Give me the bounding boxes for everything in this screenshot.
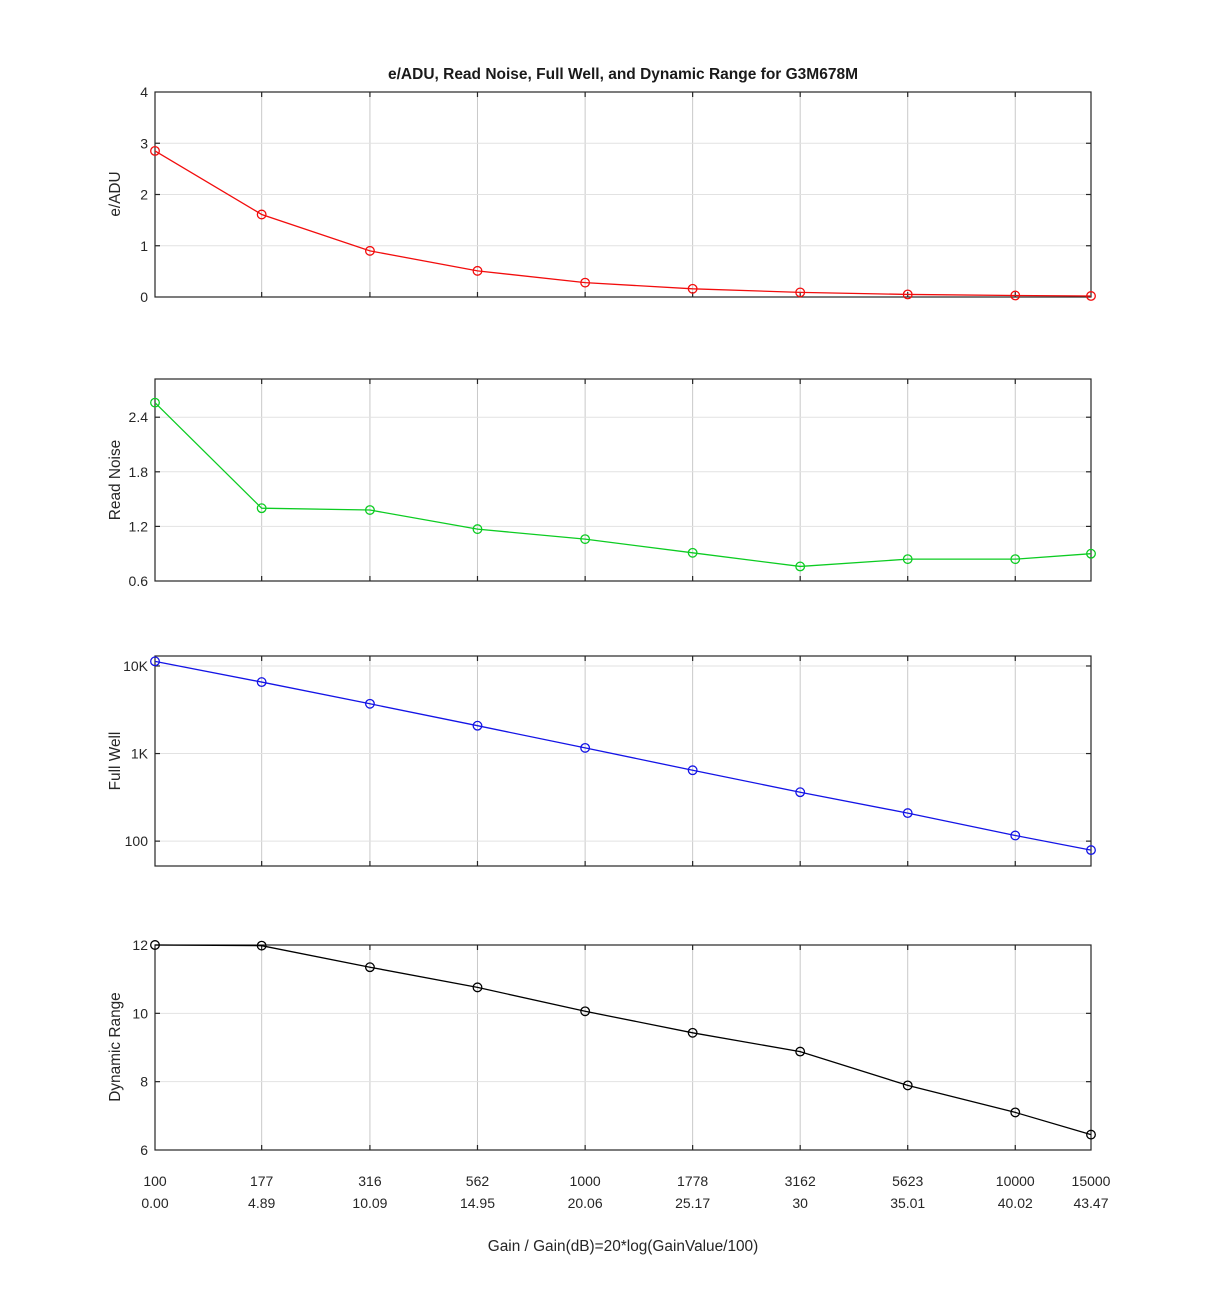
- data-marker-2: [150, 656, 160, 667]
- y-tick-label: 3: [140, 135, 148, 151]
- y-tick-label: 8: [140, 1074, 148, 1090]
- y-tick-label: 0: [140, 289, 148, 305]
- data-marker-3: [580, 1006, 591, 1017]
- data-marker-3: [1010, 1107, 1021, 1118]
- data-marker-3: [795, 1046, 806, 1057]
- subplot-frame: [154, 944, 1092, 1151]
- y-tick-label: 10: [132, 1005, 148, 1021]
- data-marker-1: [1010, 554, 1021, 565]
- x-tick-db-label: 25.17: [675, 1195, 710, 1211]
- subplot-frame: [154, 378, 1092, 582]
- y-tick-label: 1.2: [129, 518, 149, 534]
- y-tick-label: 1: [140, 238, 148, 254]
- data-marker-2: [902, 808, 913, 819]
- x-tick-gain-label: 1778: [677, 1173, 708, 1189]
- y-tick-label: 1K: [131, 746, 149, 762]
- data-marker-3: [150, 940, 160, 950]
- data-marker-2: [472, 720, 483, 731]
- data-marker-1: [472, 524, 483, 535]
- x-tick-db-label: 14.95: [460, 1195, 495, 1211]
- data-marker-1: [256, 503, 267, 514]
- data-marker-0: [1086, 291, 1096, 301]
- data-marker-3: [472, 982, 483, 993]
- x-tick-gain-label: 177: [250, 1173, 274, 1189]
- data-marker-2: [364, 698, 375, 709]
- x-tick-db-label: 20.06: [568, 1195, 603, 1211]
- data-marker-3: [364, 962, 375, 973]
- data-marker-0: [256, 209, 267, 220]
- x-tick-gain-label: 100: [143, 1173, 167, 1189]
- data-marker-0: [687, 283, 698, 294]
- data-marker-1: [902, 554, 913, 565]
- y-tick-label: 100: [125, 833, 149, 849]
- data-marker-1: [687, 547, 698, 558]
- data-marker-3: [902, 1080, 913, 1091]
- data-marker-0: [364, 245, 375, 256]
- x-tick-gain-label: 1000: [570, 1173, 601, 1189]
- data-marker-0: [150, 145, 160, 156]
- data-marker-1: [795, 561, 806, 572]
- y-tick-label: 1.8: [129, 464, 149, 480]
- data-marker-2: [580, 742, 591, 753]
- data-marker-2: [1010, 830, 1021, 841]
- data-marker-3: [687, 1027, 698, 1038]
- data-marker-2: [795, 787, 806, 798]
- data-marker-1: [364, 505, 375, 515]
- x-tick-db-label: 10.09: [352, 1195, 387, 1211]
- x-tick-db-label: 40.02: [998, 1195, 1033, 1211]
- subplot-frame: [154, 655, 1092, 867]
- series-line-0: [154, 150, 1092, 297]
- x-tick-gain-label: 3162: [785, 1173, 816, 1189]
- x-tick-gain-label: 5623: [892, 1173, 923, 1189]
- data-marker-2: [687, 765, 698, 776]
- x-tick-gain-label: 10000: [996, 1173, 1035, 1189]
- y-tick-label: 2: [140, 187, 148, 203]
- x-tick-gain-label: 316: [358, 1173, 382, 1189]
- data-marker-0: [580, 277, 591, 288]
- data-marker-0: [902, 289, 913, 300]
- x-tick-db-label: 43.47: [1073, 1195, 1108, 1211]
- data-marker-1: [580, 534, 591, 545]
- data-marker-2: [256, 677, 267, 688]
- series-line-2: [154, 660, 1092, 851]
- data-marker-0: [1010, 290, 1021, 301]
- series-line-1: [154, 402, 1092, 568]
- data-marker-0: [472, 265, 483, 276]
- series-line-3: [154, 944, 1092, 1136]
- data-marker-1: [1086, 548, 1096, 559]
- data-marker-3: [1086, 1129, 1096, 1140]
- x-tick-db-label: 0.00: [141, 1195, 168, 1211]
- x-axis-title: Gain / Gain(dB)=20*log(GainValue/100): [487, 1238, 759, 1255]
- x-tick-db-label: 30: [792, 1195, 808, 1211]
- y-tick-label: 0.6: [129, 573, 149, 589]
- y-tick-label: 10K: [123, 658, 149, 674]
- y-tick-label: 2.4: [129, 409, 149, 425]
- y-tick-label: 6: [140, 1142, 148, 1158]
- x-tick-gain-label: 562: [466, 1173, 490, 1189]
- x-tick-db-label: 35.01: [890, 1195, 925, 1211]
- y-tick-label: 12: [132, 937, 148, 953]
- x-tick-db-label: 4.89: [248, 1195, 275, 1211]
- data-marker-0: [795, 287, 806, 298]
- data-marker-2: [1086, 845, 1096, 856]
- y-tick-label: 4: [140, 84, 148, 100]
- data-marker-1: [150, 397, 160, 408]
- data-marker-3: [256, 940, 267, 951]
- chart-title: e/ADU, Read Noise, Full Well, and Dynami…: [388, 66, 858, 83]
- x-tick-gain-label: 15000: [1072, 1173, 1111, 1189]
